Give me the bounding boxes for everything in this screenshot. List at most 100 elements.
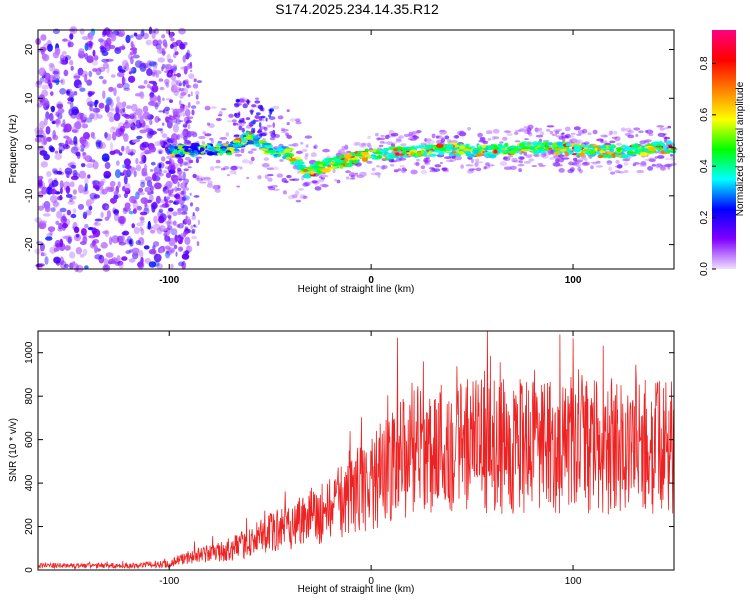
speckle-mark (168, 218, 172, 225)
speckle-mark (104, 132, 108, 139)
speckle-mark (145, 127, 154, 133)
speckle-mark (196, 80, 202, 83)
ridge-mark (356, 154, 363, 157)
speckle-mark (643, 140, 650, 144)
ridge-mark (469, 146, 475, 149)
speckle-mark (158, 208, 164, 213)
speckle-mark (238, 98, 246, 104)
speckle-mark (644, 158, 653, 162)
speckle-mark (129, 238, 134, 247)
ridge-mark (307, 174, 311, 178)
speckle-mark (127, 152, 135, 156)
speckle-mark (146, 83, 151, 89)
speckle-mark (286, 122, 290, 126)
speckle-mark (295, 118, 301, 122)
speckle-mark (182, 112, 186, 117)
speckle-mark (104, 162, 111, 169)
speckle-mark (178, 111, 183, 118)
speckle-mark (50, 207, 56, 213)
speckle-mark (146, 225, 153, 230)
speckle-mark (655, 163, 663, 169)
x-tick-label: 100 (565, 576, 582, 587)
speckle-mark (310, 152, 317, 158)
ridge-mark (374, 151, 383, 155)
ridge-mark (519, 152, 523, 155)
ridge-mark (263, 142, 271, 146)
speckle-mark (110, 142, 113, 151)
speckle-mark (576, 159, 582, 163)
speckle-mark (158, 99, 162, 105)
y-tick-label: 600 (24, 431, 35, 448)
speckle-mark (40, 34, 47, 41)
speckle-mark (67, 41, 74, 48)
speckle-mark (378, 144, 384, 148)
speckle-mark (358, 143, 367, 148)
speckle-mark (286, 174, 292, 179)
speckle-mark (52, 70, 59, 75)
speckle-mark (55, 220, 60, 225)
speckle-mark (91, 60, 98, 66)
speckle-mark (246, 124, 252, 129)
speckle-mark (361, 142, 366, 147)
speckle-mark (478, 139, 487, 143)
ridge-mark (615, 147, 624, 150)
speckle-mark (141, 141, 150, 148)
speckle-mark (195, 90, 200, 96)
y-tick-label: -20 (24, 237, 35, 252)
speckle-mark (349, 172, 356, 178)
speckle-mark (93, 55, 99, 61)
speckle-mark (272, 122, 276, 128)
ridge-mark (465, 143, 470, 147)
ridge-mark (494, 149, 497, 154)
speckle-mark (517, 163, 525, 167)
spectrogram-marks (34, 26, 678, 273)
speckle-mark (53, 199, 59, 209)
speckle-mark (180, 234, 185, 238)
speckle-mark (648, 157, 657, 162)
speckle-mark (39, 220, 48, 224)
ridge-mark (548, 147, 553, 150)
speckle-mark (135, 164, 142, 172)
speckle-mark (344, 145, 349, 151)
speckle-mark (123, 158, 131, 167)
y-tick-label: 20 (24, 44, 35, 56)
speckle-mark (140, 197, 149, 205)
x-tick-label: 100 (565, 275, 582, 286)
speckle-mark (143, 79, 148, 85)
speckle-mark (84, 223, 89, 229)
speckle-mark (51, 179, 59, 187)
speckle-mark (57, 112, 63, 120)
ridge-mark (432, 150, 442, 153)
speckle-mark (50, 105, 56, 113)
speckle-mark (143, 245, 150, 250)
speckle-mark (178, 100, 182, 106)
speckle-mark (199, 181, 207, 184)
speckle-mark (610, 171, 615, 175)
speckle-mark (117, 181, 121, 188)
speckle-mark (528, 158, 535, 162)
ridge-mark (401, 147, 410, 151)
speckle-mark (212, 184, 221, 190)
speckle-mark (177, 157, 184, 164)
speckle-mark (69, 33, 74, 40)
speckle-mark (60, 78, 66, 86)
speckle-mark (67, 236, 72, 245)
speckle-mark (411, 131, 417, 135)
speckle-mark (499, 161, 508, 166)
speckle-mark (76, 151, 81, 159)
ridge-mark (447, 144, 453, 148)
speckle-mark (129, 113, 135, 119)
speckle-mark (354, 172, 359, 175)
speckle-mark (150, 101, 155, 106)
speckle-mark (664, 163, 672, 168)
speckle-mark (91, 227, 98, 235)
speckle-mark (503, 130, 511, 134)
speckle-mark (192, 212, 195, 217)
speckle-mark (95, 185, 100, 192)
speckle-mark (182, 220, 185, 225)
speckle-mark (94, 218, 103, 222)
speckle-mark (176, 187, 182, 191)
speckle-mark (178, 27, 186, 35)
speckle-mark (177, 163, 184, 167)
